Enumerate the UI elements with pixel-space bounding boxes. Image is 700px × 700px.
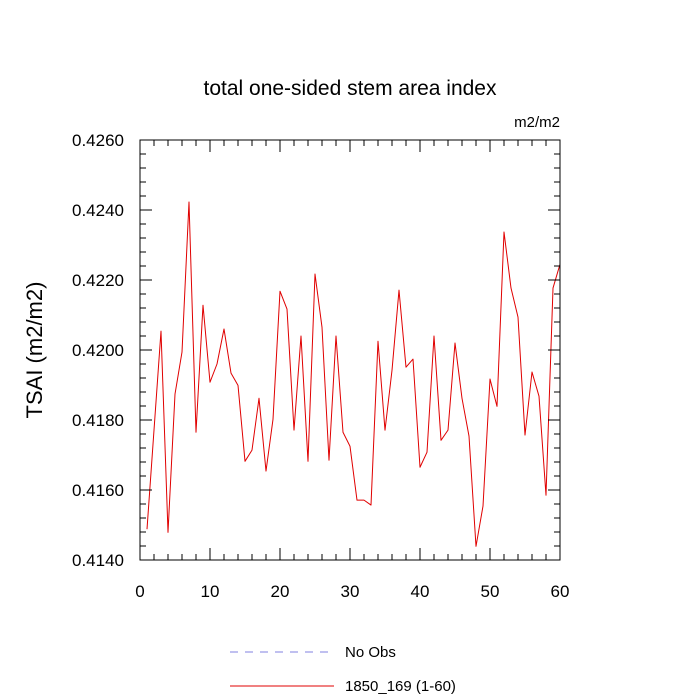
- series-layer: [146, 201, 561, 547]
- x-tick-label: 30: [341, 582, 360, 601]
- y-tick-label: 0.4260: [72, 131, 124, 150]
- y-axis-label: TSAI (m2/m2): [22, 282, 47, 419]
- x-tick-label: 10: [201, 582, 220, 601]
- y-tick-label: 0.4200: [72, 341, 124, 360]
- plot-frame: [139, 139, 561, 561]
- y-tick-label: 0.4240: [72, 201, 124, 220]
- chart-title: total one-sided stem area index: [203, 77, 497, 100]
- x-tick-label: 50: [481, 582, 500, 601]
- x-tick-label: 20: [271, 582, 290, 601]
- x-tick-label: 60: [551, 582, 570, 601]
- legend: No Obs 1850_169 (1-60): [230, 644, 456, 695]
- ticks-layer: 0 10 20 30 40 50 60 0.4140 0.4160 0.4180 0.4200 0.4…: [72, 131, 569, 601]
- legend-label-no-obs: No Obs: [345, 644, 396, 661]
- x-tick-label: 0: [135, 582, 144, 601]
- series-line-0: [146, 201, 561, 547]
- y-tick-label: 0.4180: [72, 411, 124, 430]
- y-tick-label: 0.4220: [72, 271, 124, 290]
- y-tick-label: 0.4160: [72, 481, 124, 500]
- x-tick-label: 40: [411, 582, 430, 601]
- units-label: m2/m2: [514, 114, 560, 131]
- legend-label-series: 1850_169 (1-60): [345, 678, 456, 695]
- y-tick-label: 0.4140: [72, 551, 124, 570]
